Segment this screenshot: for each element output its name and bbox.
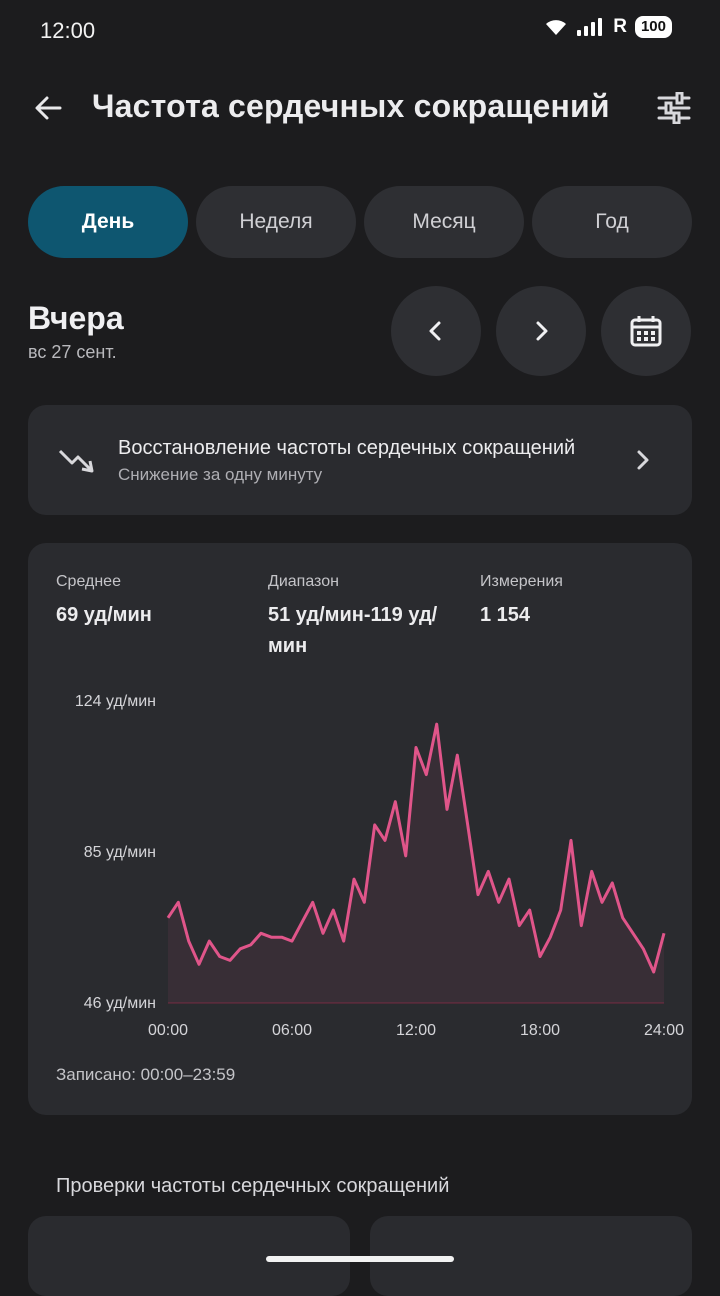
tab-day[interactable]: День bbox=[28, 186, 188, 258]
next-day-button[interactable] bbox=[496, 286, 586, 376]
back-button[interactable] bbox=[26, 86, 70, 130]
status-time: 12:00 bbox=[40, 18, 96, 43]
wifi-icon bbox=[546, 20, 567, 35]
average-label: Среднее bbox=[56, 573, 121, 590]
measurements-label: Измерения bbox=[480, 573, 563, 590]
recorded-time: Записано: 00:00–23:59 bbox=[56, 1065, 236, 1084]
trend-down-icon bbox=[58, 449, 94, 473]
roaming-indicator: R bbox=[613, 16, 627, 37]
x-tick-label: 00:00 bbox=[148, 1022, 188, 1039]
heart-rate-stats-card: Среднее 69 уд/мин Диапазон 51 уд/мин-119… bbox=[28, 543, 692, 1115]
chevron-left-icon bbox=[429, 321, 441, 341]
measurements-value: 1 154 bbox=[480, 604, 531, 626]
calendar-icon bbox=[630, 316, 662, 347]
filter-button[interactable] bbox=[652, 86, 696, 130]
date-title: Вчера bbox=[28, 300, 124, 336]
y-tick-label: 124 уд/мин bbox=[75, 693, 156, 710]
sliders-icon bbox=[657, 92, 691, 124]
x-tick-label: 06:00 bbox=[272, 1022, 312, 1039]
page-title: Частота сердечных сокращений bbox=[92, 88, 610, 124]
heart-rate-chart: 124 уд/мин 85 уд/мин 46 уд/мин 00:00 06:00 12… bbox=[75, 693, 684, 1039]
heart-rate-area bbox=[168, 724, 664, 1003]
gesture-nav-bar[interactable] bbox=[266, 1256, 454, 1262]
battery-icon: 100 bbox=[634, 16, 672, 38]
period-tabs: День Неделя Месяц Год bbox=[28, 186, 692, 258]
y-tick-label: 85 уд/мин bbox=[84, 844, 156, 861]
range-value-line1: 51 уд/мин-119 уд/ bbox=[268, 604, 438, 626]
tab-year[interactable]: Год bbox=[532, 186, 692, 258]
status-icons: R 100 bbox=[543, 16, 672, 38]
chevron-right-icon bbox=[637, 450, 649, 470]
tab-month[interactable]: Месяц bbox=[364, 186, 524, 258]
x-tick-label: 12:00 bbox=[396, 1022, 436, 1039]
heart-rate-line bbox=[166, 722, 666, 974]
average-value: 69 уд/мин bbox=[56, 604, 152, 626]
arrow-left-icon bbox=[35, 96, 62, 120]
signal-icon bbox=[577, 18, 603, 36]
chevron-right-icon bbox=[536, 321, 548, 341]
date-subtitle: вс 27 сент. bbox=[28, 342, 117, 362]
hr-recovery-card[interactable]: Восстановление частоты сердечных сокраще… bbox=[28, 405, 692, 515]
calendar-button[interactable] bbox=[601, 286, 691, 376]
x-tick-label: 18:00 bbox=[520, 1022, 560, 1039]
previous-day-button[interactable] bbox=[391, 286, 481, 376]
hr-recovery-title: Восстановление частоты сердечных сокраще… bbox=[118, 437, 576, 459]
y-tick-label: 46 уд/мин bbox=[84, 995, 156, 1012]
range-label: Диапазон bbox=[268, 573, 339, 590]
hr-recovery-subtitle: Снижение за одну минуту bbox=[118, 465, 323, 484]
range-value-line2: мин bbox=[268, 635, 308, 657]
section-title: Проверки частоты сердечных сокращений bbox=[56, 1175, 450, 1197]
x-tick-label: 24:00 bbox=[644, 1022, 684, 1039]
tab-week[interactable]: Неделя bbox=[196, 186, 356, 258]
